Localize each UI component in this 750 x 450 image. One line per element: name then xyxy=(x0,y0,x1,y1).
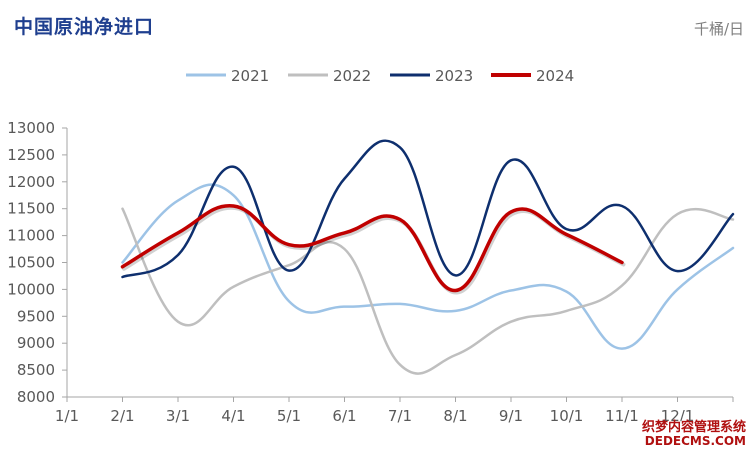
legend-label-2023: 2023 xyxy=(435,67,473,85)
series-lines xyxy=(120,139,735,375)
watermark: 织梦内容管理系统 DEDECMS.COM xyxy=(641,419,746,448)
y-tick-label: 9000 xyxy=(17,334,55,352)
x-tick-label: 5/1 xyxy=(277,407,301,425)
x-tick-label: 12/1 xyxy=(661,407,695,425)
x-tick-label: 2/1 xyxy=(110,407,134,425)
x-tick-label: 6/1 xyxy=(332,407,356,425)
x-tick-label: 11/1 xyxy=(605,407,639,425)
x-tick-label: 8/1 xyxy=(443,407,467,425)
series-line-2024 xyxy=(120,204,624,293)
y-tick-label: 8000 xyxy=(17,388,55,406)
y-tick-label: 10500 xyxy=(7,254,55,272)
x-tick-label: 3/1 xyxy=(166,407,190,425)
y-tick-label: 11500 xyxy=(7,200,55,218)
y-tick-label: 11000 xyxy=(7,227,55,245)
axes: 8000 8500 9000 9500 10000 10500 11000 11500 1200… xyxy=(7,119,734,425)
x-tick-label: 1/1 xyxy=(55,407,79,425)
y-tick-label: 10000 xyxy=(7,280,55,298)
y-tick-label: 12000 xyxy=(7,173,55,191)
chart-title: 中国原油净进口 xyxy=(14,16,155,38)
x-tick-label: 9/1 xyxy=(499,407,523,425)
x-tick-label: 4/1 xyxy=(221,407,245,425)
series-line-2023 xyxy=(121,139,735,279)
y-tick-label: 13000 xyxy=(7,119,55,137)
x-tick-label: 7/1 xyxy=(388,407,412,425)
legend-label-2022: 2022 xyxy=(333,67,371,85)
y-tick-label: 9500 xyxy=(17,307,55,325)
watermark-line-1: 织梦内容管理系统 xyxy=(641,419,746,435)
watermark-line-2: DEDECMS.COM xyxy=(644,433,746,448)
legend-label-2021: 2021 xyxy=(231,67,269,85)
legend: 2021 2022 2023 2024 xyxy=(186,67,574,85)
unit-label: 千桶/日 xyxy=(693,20,744,38)
y-tick-label: 12500 xyxy=(7,146,55,164)
x-tick-label: 10/1 xyxy=(550,407,584,425)
y-tick-label: 8500 xyxy=(17,361,55,379)
series-line-2022 xyxy=(121,207,735,375)
legend-label-2024: 2024 xyxy=(536,67,574,85)
series-line-2021 xyxy=(121,183,735,350)
